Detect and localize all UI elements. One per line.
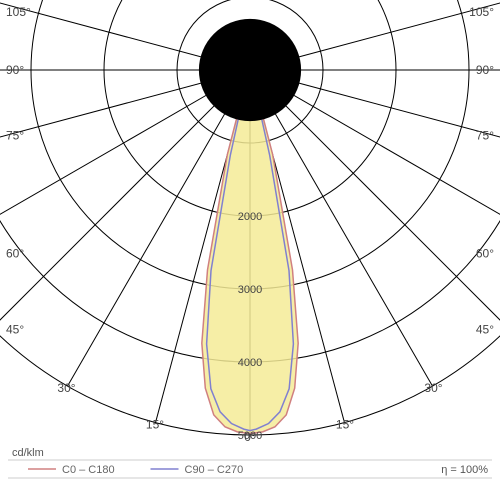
ring-label: 3000 — [238, 284, 262, 296]
units-label: cd/klm — [12, 447, 44, 459]
angle-label: 60° — [6, 247, 24, 261]
angle-label: 105° — [6, 5, 31, 19]
angle-label: 30° — [57, 381, 75, 395]
angle-label: 45° — [476, 323, 494, 337]
ring-label: 4000 — [238, 357, 262, 369]
angle-label: 105° — [469, 5, 494, 19]
angle-label: 15° — [336, 417, 354, 431]
angle-label: 45° — [6, 323, 24, 337]
angle-label: 75° — [476, 128, 494, 142]
legend-label: C0 – C180 — [62, 464, 115, 476]
angle-label: 15° — [146, 417, 164, 431]
angle-label: 30° — [424, 381, 442, 395]
angle-label: 90° — [6, 63, 24, 77]
angle-label: 90° — [476, 63, 494, 77]
angle-label: 60° — [476, 247, 494, 261]
ring-label: 2000 — [238, 211, 262, 223]
photometric-polar-chart: 2000300040005000105°90°75°60°45°30°15°0°… — [0, 0, 500, 500]
efficiency-label: η = 100% — [441, 464, 488, 476]
center-hub — [199, 19, 301, 121]
angle-label: 75° — [6, 128, 24, 142]
angle-label: 0° — [244, 430, 256, 444]
legend-label: C90 – C270 — [185, 464, 244, 476]
